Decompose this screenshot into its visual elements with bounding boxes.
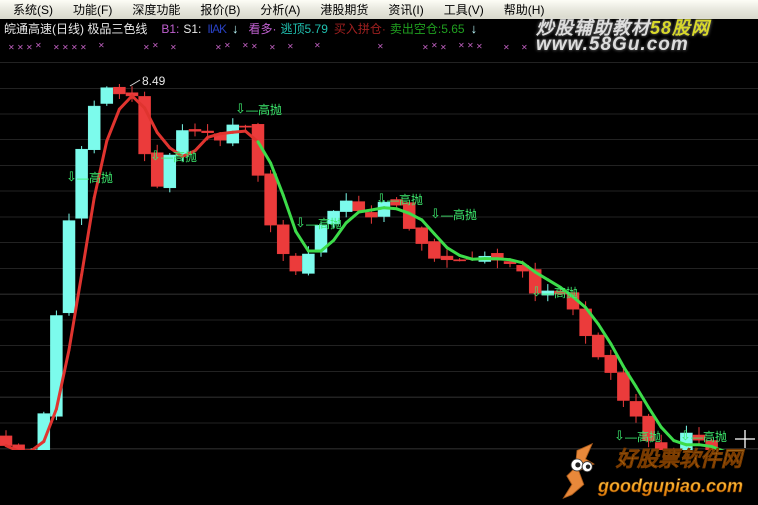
svg-text:✕: ✕ bbox=[431, 41, 438, 50]
svg-text:✕: ✕ bbox=[377, 42, 384, 51]
svg-text:✕: ✕ bbox=[458, 41, 465, 50]
svg-text:⇩: ⇩ bbox=[376, 191, 387, 206]
svg-text:✕: ✕ bbox=[251, 42, 258, 51]
svg-text:✕: ✕ bbox=[17, 43, 24, 52]
svg-text:✕: ✕ bbox=[440, 43, 447, 52]
svg-text:⇩: ⇩ bbox=[235, 101, 246, 116]
svg-text:✕: ✕ bbox=[224, 41, 231, 50]
svg-text:―高抛: ―高抛 bbox=[542, 285, 578, 300]
svg-text:✕: ✕ bbox=[62, 43, 69, 52]
svg-text:✕: ✕ bbox=[269, 43, 276, 52]
svg-text:⇩: ⇩ bbox=[531, 284, 542, 299]
svg-text:✕: ✕ bbox=[53, 43, 60, 52]
svg-text:⇩: ⇩ bbox=[150, 148, 161, 163]
svg-text:―高抛: ―高抛 bbox=[441, 207, 477, 222]
svg-text:✕: ✕ bbox=[152, 41, 159, 50]
svg-text:✕: ✕ bbox=[35, 41, 42, 50]
svg-text:⇩: ⇩ bbox=[430, 206, 441, 221]
svg-text:✕: ✕ bbox=[422, 43, 429, 52]
svg-text:✕: ✕ bbox=[80, 43, 87, 52]
svg-text:―高抛: ―高抛 bbox=[246, 102, 282, 117]
svg-text:✕: ✕ bbox=[242, 41, 249, 50]
svg-text:―高抛: ―高抛 bbox=[77, 170, 113, 185]
svg-text:✕: ✕ bbox=[8, 43, 15, 52]
svg-text:goodgupiao.com: goodgupiao.com bbox=[597, 476, 743, 496]
svg-text:✕: ✕ bbox=[314, 41, 321, 50]
svg-text:⇩: ⇩ bbox=[680, 428, 691, 443]
svg-text:✕: ✕ bbox=[521, 43, 528, 52]
svg-text:✕: ✕ bbox=[26, 43, 33, 52]
svg-text:✕: ✕ bbox=[287, 42, 294, 51]
svg-text:8.49: 8.49 bbox=[142, 74, 166, 88]
svg-text:―高抛: ―高抛 bbox=[161, 149, 197, 164]
svg-text:⇩: ⇩ bbox=[66, 169, 77, 184]
svg-text:✕: ✕ bbox=[467, 41, 474, 50]
svg-text:―高抛: ―高抛 bbox=[306, 216, 342, 231]
svg-text:好股票软件网: 好股票软件网 bbox=[615, 447, 745, 471]
svg-text:✕: ✕ bbox=[71, 43, 78, 52]
svg-text:✕: ✕ bbox=[143, 43, 150, 52]
svg-text:✕: ✕ bbox=[170, 43, 177, 52]
svg-text:⇩: ⇩ bbox=[614, 428, 625, 443]
svg-text:✕: ✕ bbox=[503, 43, 510, 52]
svg-text:⇩: ⇩ bbox=[295, 215, 306, 230]
svg-text:✕: ✕ bbox=[215, 43, 222, 52]
svg-text:✕: ✕ bbox=[476, 42, 483, 51]
svg-text:―高抛: ―高抛 bbox=[387, 192, 423, 207]
svg-text:✕: ✕ bbox=[98, 41, 105, 50]
